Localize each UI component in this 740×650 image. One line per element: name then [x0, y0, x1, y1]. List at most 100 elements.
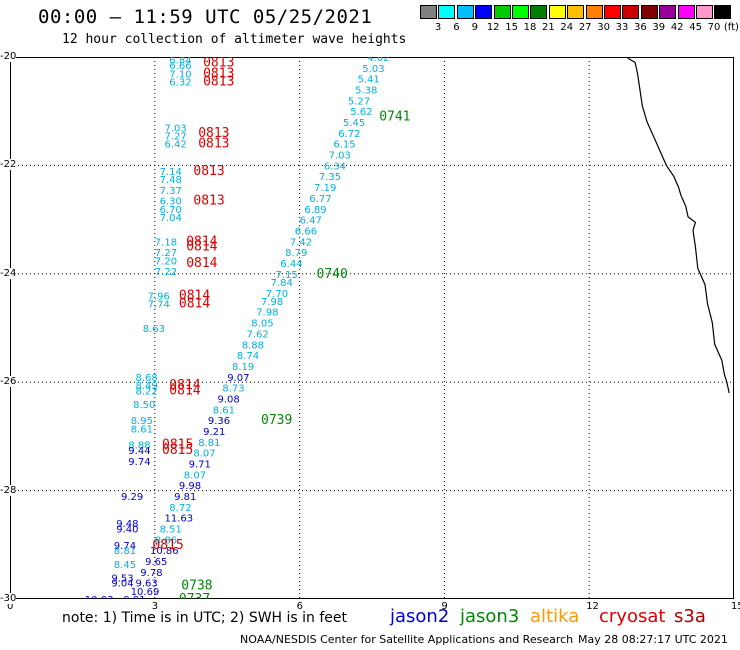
wave-height-label: 7.62	[247, 329, 269, 340]
wave-height-label: 10.86	[150, 546, 179, 557]
y-tick-label: -26	[0, 376, 17, 388]
color-scale-label: 39	[652, 22, 666, 33]
color-scale-label: 70	[707, 22, 721, 33]
y-tick-label: -28	[0, 484, 17, 496]
wave-height-label: 7.22	[155, 267, 177, 278]
color-swatch	[475, 5, 493, 19]
legend-cryosat: cryosat	[599, 606, 666, 627]
wave-height-label: 7.18	[155, 237, 177, 248]
wave-height-label: 9.98	[179, 481, 201, 492]
y-tick-label: -30	[0, 593, 17, 604]
wave-height-label: 7.20	[155, 256, 177, 267]
wave-height-label: 8.45	[114, 560, 136, 571]
wave-height-label: 9.81	[174, 492, 196, 503]
color-swatch	[512, 5, 529, 19]
wave-height-label: 9.04	[111, 579, 133, 590]
color-swatch	[456, 5, 474, 19]
wave-height-label: 7.27	[155, 248, 177, 259]
wave-height-label: 7.98	[256, 308, 278, 319]
wave-height-label: 7.27	[165, 132, 187, 143]
color-scale-label: 12	[486, 22, 500, 33]
wave-height-label: 7.96	[148, 292, 170, 303]
legend-altika: altika	[530, 606, 580, 627]
wave-height-label: 6.34	[324, 161, 346, 172]
pass-time-label: 0814	[179, 289, 210, 304]
wave-height-label: 6.47	[300, 216, 322, 227]
wave-height-label: 6.72	[338, 129, 360, 140]
wave-height-label: 9.65	[145, 557, 167, 568]
wave-height-label: 7.42	[290, 237, 312, 248]
wave-height-label: 5.45	[343, 118, 365, 129]
pass-time-label: 0813	[198, 126, 229, 141]
x-tick-label: 12	[586, 601, 599, 612]
altimeter-map[interactable]: 4.625.035.415.385.275.625.456.726.157.03…	[10, 57, 734, 599]
wave-height-label: 6.89	[304, 205, 326, 216]
wave-height-label: 8.61	[131, 424, 153, 435]
wave-height-label: 7.10	[169, 69, 191, 80]
pass-time-label: 0813	[193, 164, 224, 179]
wave-height-label: 6.77	[309, 194, 331, 205]
color-scale-label: 24	[560, 22, 574, 33]
wave-height-label: 4.62	[367, 57, 389, 64]
pass-time-label: 0738	[181, 578, 212, 593]
wave-height-label: 11.63	[165, 514, 194, 525]
pass-time-label: 0814	[169, 378, 200, 393]
wave-height-label: 8.49	[136, 381, 158, 392]
wave-height-label: 8.86	[155, 535, 177, 546]
color-swatch	[438, 5, 456, 19]
color-swatch	[714, 5, 732, 19]
y-tick-label: -20	[0, 51, 17, 62]
wave-height-label: 8.61	[213, 405, 235, 416]
wave-height-label: 6.30	[160, 197, 182, 208]
color-swatch	[622, 5, 640, 19]
x-tick-label: 6	[296, 601, 303, 612]
pass-time-label: 0815	[152, 538, 183, 553]
page-title: 00:00 – 11:59 UTC 05/25/2021	[38, 6, 373, 28]
color-swatch	[493, 5, 511, 19]
wave-height-label: 8.88	[128, 441, 150, 452]
wave-height-label: 9.48	[116, 519, 138, 530]
wave-height-label: 5.27	[348, 96, 370, 107]
wave-height-label: 8.05	[251, 319, 273, 330]
wave-height-label: 7.98	[261, 297, 283, 308]
wave-height-label: 9.08	[218, 395, 240, 406]
wave-height-label: 6.84	[169, 57, 191, 67]
pass-time-label: 0814	[186, 256, 217, 271]
wave-height-label: 8.63	[143, 324, 165, 335]
color-scale-label: 30	[597, 22, 610, 33]
y-tick-label: -24	[0, 267, 17, 279]
wave-height-label: 9.71	[189, 460, 211, 471]
color-swatch	[585, 5, 603, 19]
pass-time-label: 0813	[203, 57, 234, 70]
color-scale-label: 42	[670, 22, 684, 33]
wave-height-label: 7.48	[160, 175, 182, 186]
x-tick-label: 3	[151, 601, 159, 612]
credit-line: NOAA/NESDIS Center for Satellite Applica…	[240, 633, 574, 646]
footer-note: note: 1) Time is in UTC; 2) SWH is in fe…	[62, 610, 348, 626]
wave-height-label: 8.72	[169, 503, 191, 514]
wave-height-label: 5.62	[350, 107, 372, 118]
legend-s3a: s3a	[674, 606, 706, 627]
pass-time-label: 0813	[198, 137, 229, 152]
wave-height-label: 8.07	[193, 449, 215, 460]
color-scale-label: 45	[689, 22, 702, 33]
wave-height-label: 8.79	[285, 248, 307, 259]
wave-height-label: 8.22	[136, 386, 158, 397]
color-swatch	[420, 5, 437, 19]
color-scale-label: 18	[523, 22, 537, 33]
wave-height-label: 9.36	[208, 416, 230, 427]
wave-height-label: 6.66	[169, 61, 191, 72]
wave-height-label: 8.81	[114, 546, 136, 557]
wave-height-label: 7.84	[271, 278, 293, 289]
pass-time-label: 0815	[162, 443, 193, 458]
color-swatch	[677, 5, 695, 19]
wave-height-label: 7.74	[148, 300, 170, 311]
wave-height-label: 9.74	[114, 541, 136, 552]
wave-height-label: 6.66	[295, 226, 317, 237]
color-scale-label: 15	[505, 22, 518, 33]
coastline	[627, 57, 730, 394]
pass-time-label: 0814	[169, 383, 200, 398]
wave-height-label: 9.78	[140, 568, 162, 579]
wave-height-label: 6.32	[169, 77, 191, 88]
legend-jason3: jason3	[460, 606, 520, 627]
